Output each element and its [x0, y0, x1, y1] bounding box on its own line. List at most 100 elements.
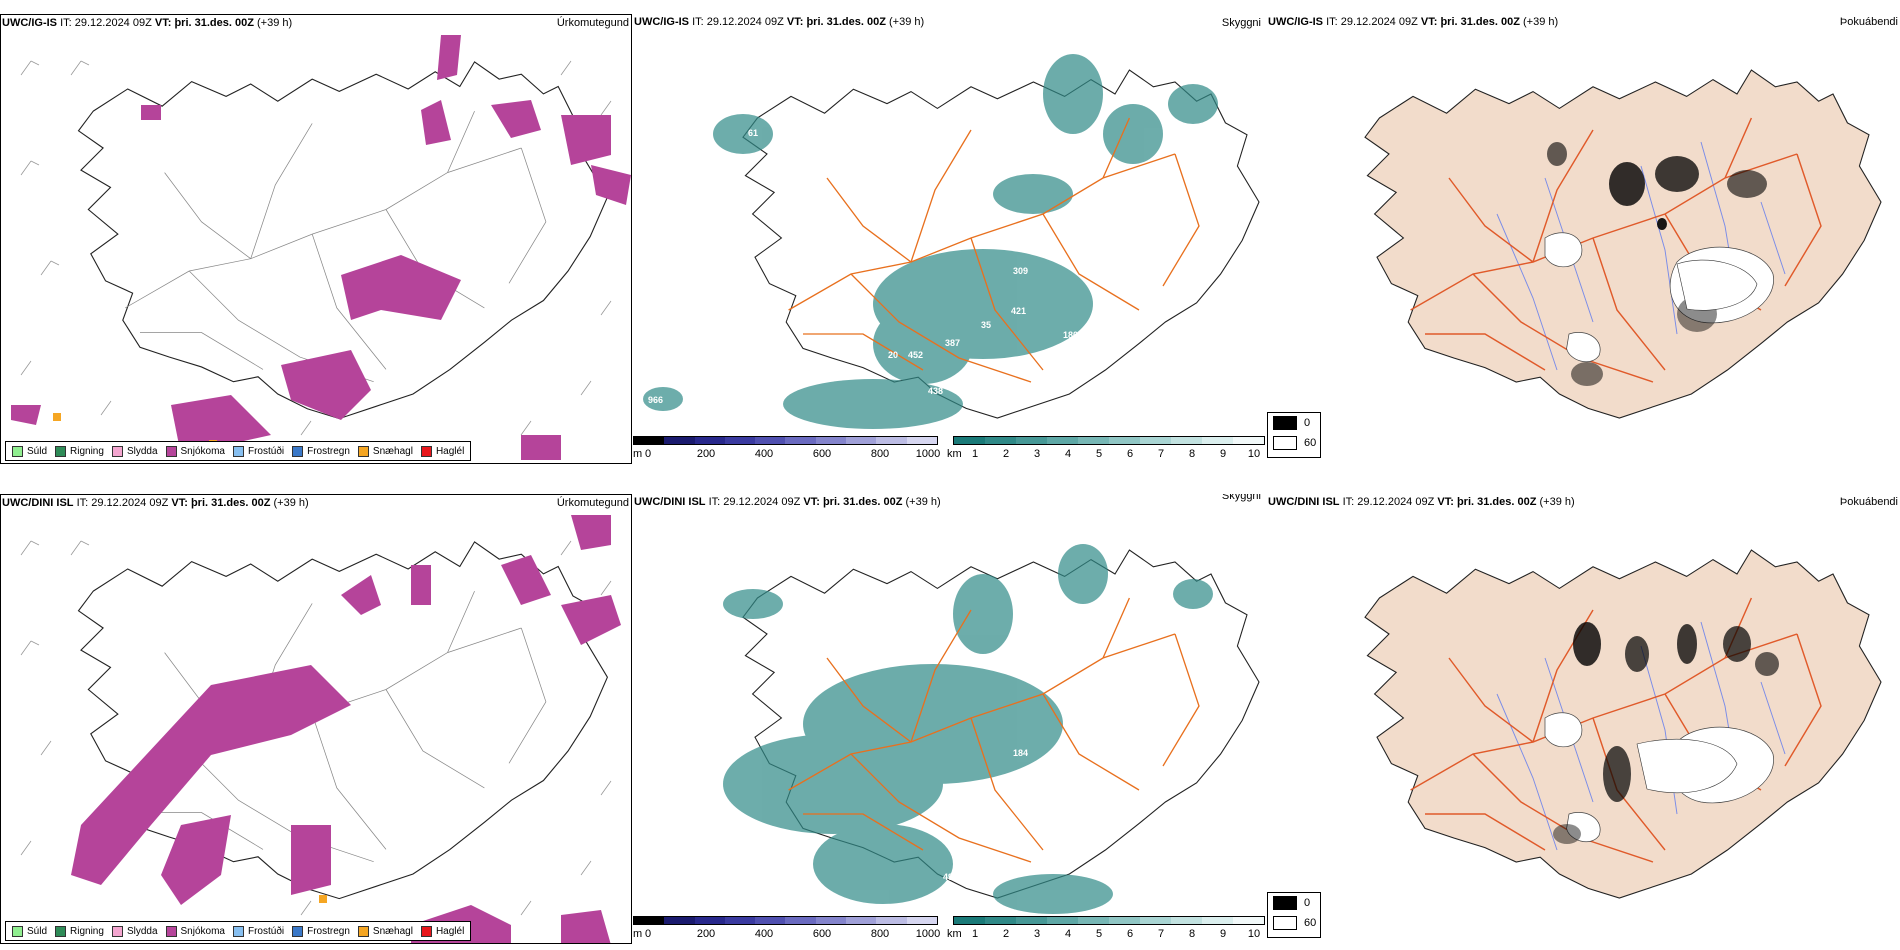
legend-label: Snæhagl: [372, 925, 413, 937]
legend-item: Haglél: [420, 925, 465, 937]
visibility-panel-bottom: 184 491 UWC/DINI ISL IT: 29.12.2024 09Z …: [633, 494, 1267, 944]
legend-item: Snæhagl: [357, 925, 413, 937]
fog-legend: 0 60: [1267, 892, 1321, 938]
tick-label: 3: [1033, 928, 1041, 940]
vt-label: VT:: [803, 496, 820, 508]
legend-label: Slydda: [126, 925, 158, 937]
visibility-panel-top: 61 309 35 421 387 452 20 180 438 966 UWC…: [633, 14, 1267, 464]
it-label: IT:: [708, 496, 721, 508]
legend-item: Frostregn: [292, 445, 350, 457]
fog-indicator-map: [1364, 69, 1882, 419]
legend-swatch: [420, 925, 432, 937]
legend-item: Haglél: [420, 445, 465, 457]
panel-header: UWC/IG-IS IT: 29.12.2024 09Z VT: þri. 31…: [1268, 16, 1558, 28]
tick-label: 5: [1095, 448, 1103, 460]
legend-swatch: [1273, 416, 1297, 430]
low-visibility-areas: [723, 544, 1213, 914]
model-name: UWC/DINI ISL: [1268, 496, 1340, 508]
tick-label: 400: [754, 448, 774, 460]
panel-header: UWC/DINI ISL IT: 29.12.2024 09Z VT: þri.…: [634, 496, 941, 508]
valid-time: þri. 31.des. 00Z: [174, 17, 254, 29]
visibility-map: 61 309 35 421 387 452 20 180 438 966: [643, 54, 1260, 429]
model-name: UWC/DINI ISL: [2, 497, 74, 509]
legend-label: Haglél: [435, 445, 465, 457]
cloud-base-value: 309: [1013, 266, 1028, 276]
legend-label: 60: [1304, 917, 1317, 929]
legend-item: 0: [1268, 413, 1320, 433]
visibility-bar: [953, 916, 1265, 925]
legend-item: 60: [1268, 433, 1320, 453]
cloud-base-bar: [633, 916, 938, 925]
visibility-unit: km: [947, 448, 962, 460]
tick-label: 8: [1188, 928, 1196, 940]
visibility-map: 184 491: [723, 544, 1260, 914]
legend-swatch: [55, 925, 67, 937]
it-label: IT:: [1342, 496, 1355, 508]
tick-label: 4: [1064, 448, 1072, 460]
lead-time: (+39 h): [905, 496, 941, 508]
legend-label: Snjókoma: [180, 445, 225, 457]
legend-item: Súld: [12, 925, 48, 937]
valid-time: þri. 31.des. 00Z: [806, 16, 886, 28]
legend-item: Frostregn: [292, 925, 350, 937]
panel-header: UWC/IG-IS IT: 29.12.2024 09Z VT: þri. 31…: [634, 16, 924, 28]
cloud-base-value: 184: [1013, 748, 1028, 758]
precip-legend: Súld Rigning Slydda Snjókoma Frostúði Fr…: [5, 441, 472, 461]
it-label: IT:: [692, 16, 704, 28]
legend-swatch: [1273, 916, 1297, 930]
valid-time: þri. 31.des. 00Z: [190, 497, 271, 509]
legend-label: Frostregn: [307, 445, 350, 457]
tick-label: 8: [1188, 448, 1196, 460]
vt-label: VT:: [154, 17, 172, 29]
init-time: 29.12.2024 09Z: [723, 496, 801, 508]
legend-label: Haglél: [435, 925, 465, 937]
tick-label: 2: [1002, 928, 1010, 940]
cloud-base-value: 438: [928, 386, 943, 396]
legend-label: Súld: [27, 925, 48, 937]
tick-label: 10: [1247, 448, 1261, 460]
vt-label: VT:: [786, 16, 804, 28]
legend-swatch: [111, 445, 123, 457]
legend-item: Súld: [12, 445, 48, 457]
tick-label: 4: [1064, 928, 1072, 940]
legend-label: Súld: [27, 445, 48, 457]
init-time: 29.12.2024 09Z: [74, 17, 152, 29]
legend-item: Frostúði: [232, 925, 284, 937]
cloud-base-colorbar: m 0 200 400 600 800 1000: [633, 916, 943, 944]
legend-item: 0: [1268, 893, 1320, 913]
legend-swatch: [292, 925, 304, 937]
tick-label: 10: [1247, 928, 1261, 940]
lead-time: (+39 h): [889, 16, 925, 28]
legend-swatch: [1273, 896, 1297, 910]
visibility-colorbar: km 1 2 3 4 5 6 7 8 9 10: [947, 436, 1267, 464]
legend-swatch: [420, 445, 432, 457]
fog-indicator-map: [1364, 549, 1882, 899]
tick-label: 600: [812, 928, 832, 940]
tick-label: 7: [1157, 928, 1165, 940]
model-name: UWC/IG-IS: [634, 16, 689, 28]
cloud-base-value: 966: [648, 395, 663, 405]
legend-label: 60: [1304, 437, 1317, 449]
legend-label: Snæhagl: [372, 445, 413, 457]
tick-label: 1: [971, 448, 979, 460]
panel-header: UWC/DINI ISL IT: 29.12.2024 09Z VT: þri.…: [1268, 496, 1575, 508]
init-time: 29.12.2024 09Z: [91, 497, 169, 509]
lead-time: (+39 h): [273, 497, 309, 509]
legend-swatch: [12, 445, 23, 457]
it-label: IT:: [76, 497, 89, 509]
legend-label: 0: [1304, 417, 1311, 429]
tick-label: 7: [1157, 448, 1165, 460]
precip-type-panel-top: UWC/IG-IS IT: 29.12.2024 09Z VT: þri. 31…: [0, 14, 632, 464]
legend-item: Snjókoma: [165, 925, 225, 937]
tick-label: 1000: [915, 928, 941, 940]
fog-indicator-panel-top: UWC/IG-IS IT: 29.12.2024 09Z VT: þri. 31…: [1267, 14, 1900, 464]
panel-title: Þokuábendi: [1839, 496, 1898, 508]
legend-swatch: [12, 925, 23, 937]
model-name: UWC/DINI ISL: [634, 496, 706, 508]
legend-swatch: [165, 445, 177, 457]
model-name: UWC/IG-IS: [1268, 16, 1323, 28]
lead-time: (+39 h): [257, 17, 293, 29]
tick-label: 200: [696, 928, 716, 940]
visibility-unit: km: [947, 928, 962, 940]
tick-label: 9: [1219, 928, 1227, 940]
